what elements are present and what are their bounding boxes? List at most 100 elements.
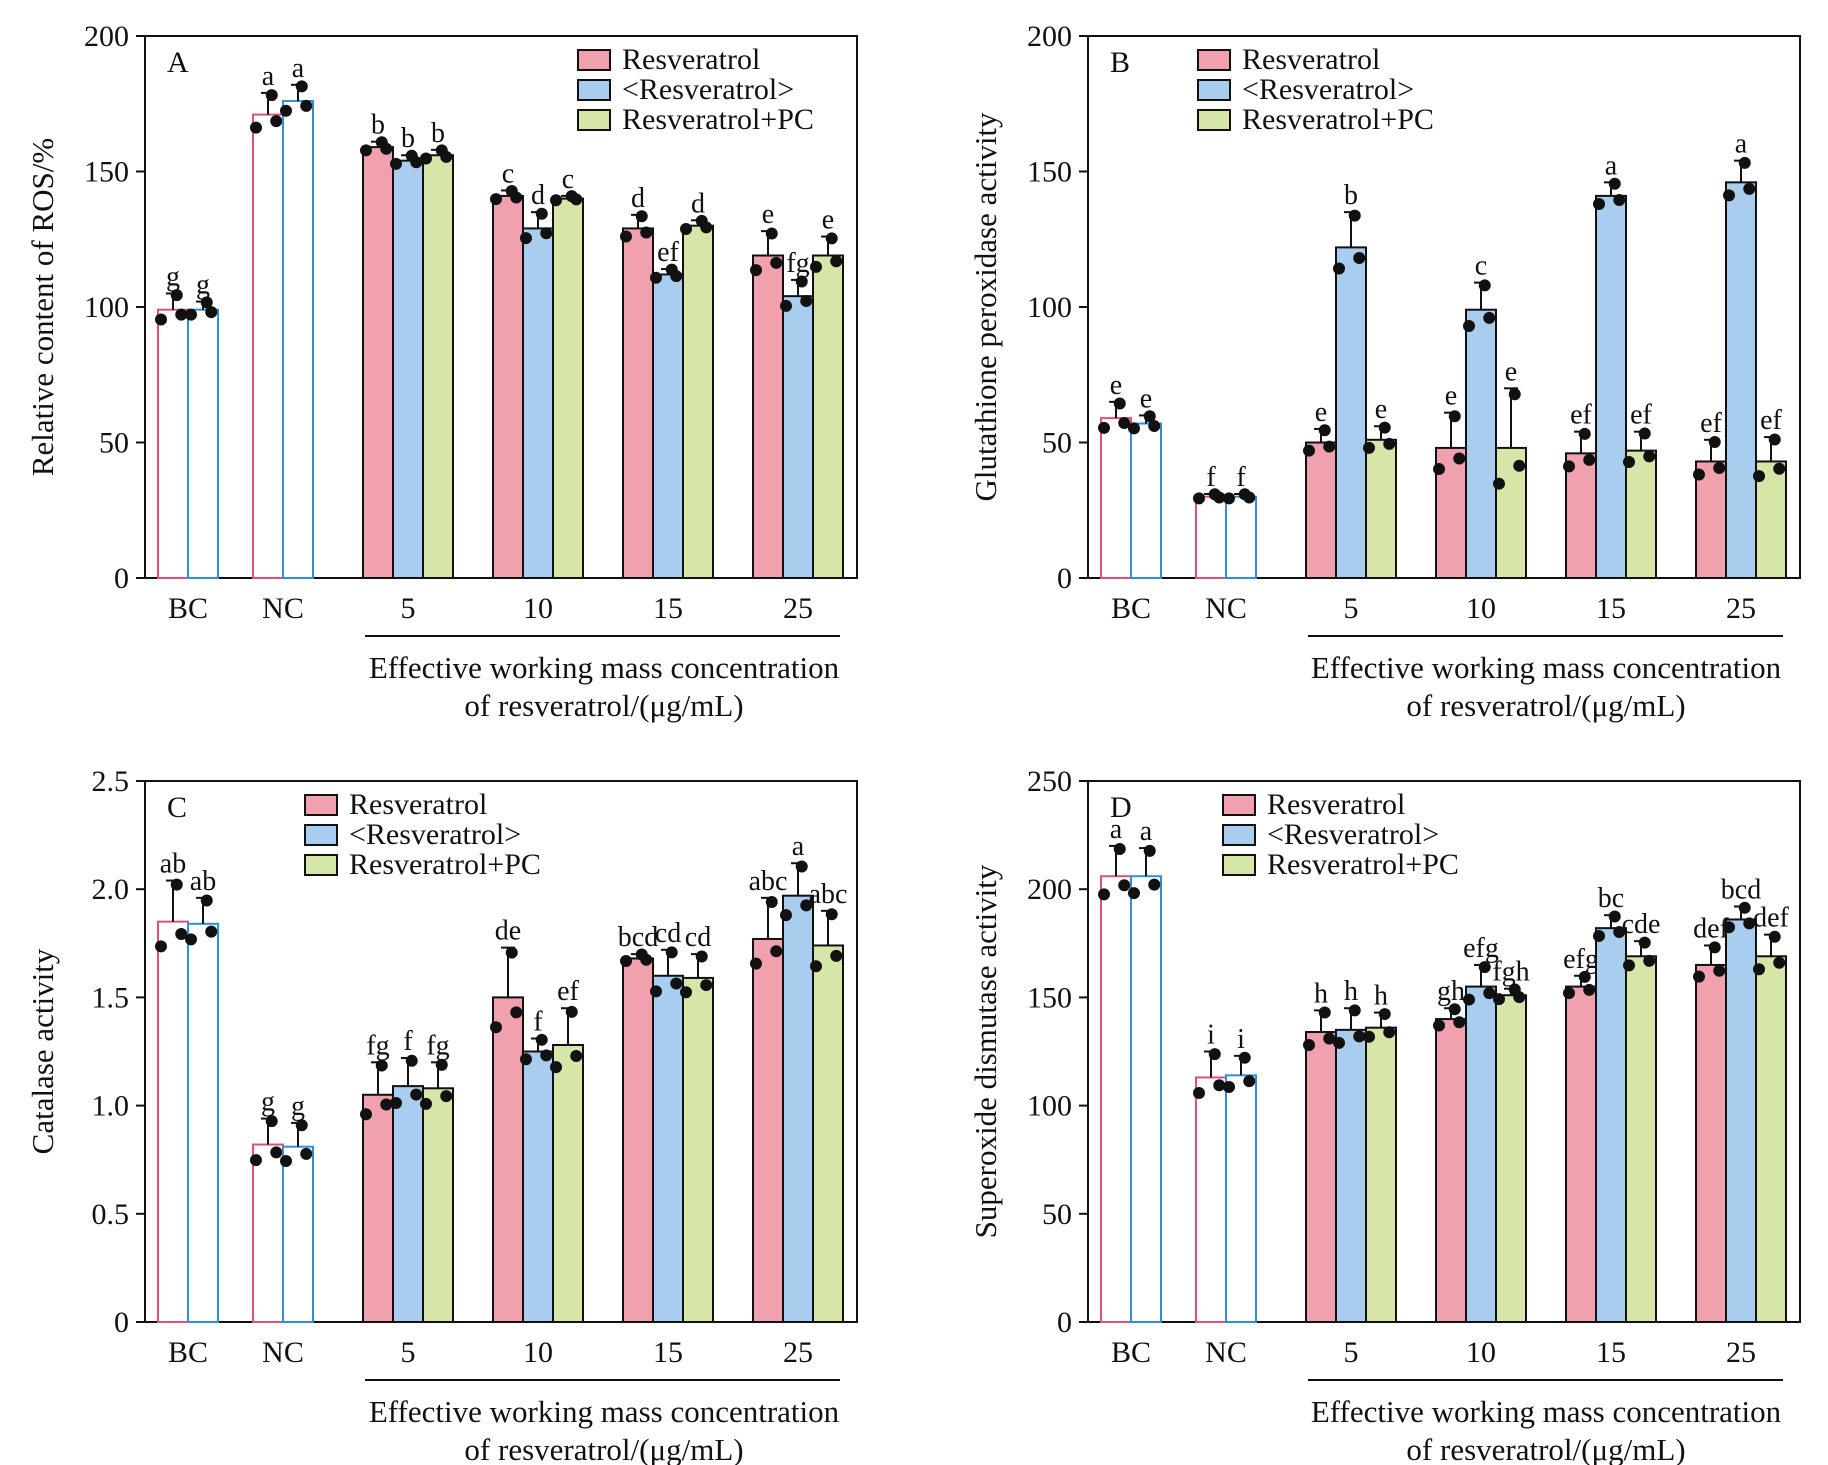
panel-letter: A — [167, 46, 189, 79]
category-label: 5 — [401, 1336, 416, 1369]
replicate-point — [1098, 421, 1110, 434]
y-tick-label: 1.0 — [92, 1090, 130, 1123]
bar — [1225, 1074, 1257, 1323]
replicate-point — [825, 232, 838, 245]
replicate-point — [490, 193, 502, 206]
legend-entry: Resveratrol+PC — [622, 103, 814, 136]
replicate-point — [770, 256, 783, 269]
replicate-point — [1483, 311, 1496, 324]
replicate-point — [300, 1147, 313, 1160]
x-axis-title-line2: of resveratrol/(μg/mL) — [1406, 1432, 1685, 1465]
significance-letter: a — [1735, 129, 1748, 160]
bar — [1225, 495, 1257, 580]
replicate-point — [540, 1049, 553, 1062]
significance-letter: de — [495, 916, 521, 947]
replicate-point — [510, 191, 523, 204]
bar — [392, 1085, 424, 1324]
legend-swatch — [1222, 824, 1256, 846]
replicate-point — [1148, 878, 1161, 891]
bar — [1495, 994, 1527, 1324]
replicate-point — [200, 894, 213, 907]
bar — [682, 976, 714, 1323]
y-axis-title: Glutathione peroxidase activity — [968, 112, 1003, 502]
category-label: 25 — [1726, 1336, 1756, 1369]
category-label: NC — [1205, 1336, 1247, 1369]
significance-letter: gh — [1437, 976, 1465, 1007]
replicate-point — [1623, 456, 1635, 469]
legend-swatch — [304, 794, 338, 816]
bar — [1305, 1031, 1337, 1324]
replicate-point — [1483, 987, 1496, 1000]
panel-B: 0 50 100 150 200 Glutathione peroxidase activ… — [968, 20, 1801, 723]
y-tick-label: 50 — [1042, 1198, 1072, 1231]
bar — [652, 974, 684, 1323]
category-label: 5 — [1344, 1336, 1359, 1369]
replicate-point — [280, 104, 292, 117]
replicate-point — [650, 985, 662, 998]
replicate-point — [1223, 492, 1235, 505]
significance-letter: f — [403, 1026, 413, 1057]
bar — [1725, 918, 1757, 1323]
significance-letter: e — [1315, 397, 1327, 428]
significance-letter: cde — [1622, 909, 1661, 940]
bar — [392, 159, 424, 579]
y-tick-label: 50 — [99, 427, 129, 460]
x-axis-title-line2: of resveratrol/(μg/mL) — [464, 1432, 743, 1465]
panel-letter: B — [1110, 46, 1130, 79]
replicate-point — [780, 299, 792, 312]
significance-letter: ef — [657, 237, 679, 268]
significance-letter: fg — [426, 1030, 449, 1061]
category-label: 10 — [523, 592, 553, 625]
significance-letter: i — [1237, 1024, 1245, 1055]
replicate-point — [170, 878, 183, 891]
significance-letter: def — [1753, 903, 1789, 934]
replicate-point — [1243, 1075, 1256, 1088]
bar — [157, 920, 189, 1323]
category-label: NC — [262, 592, 304, 625]
category-label: BC — [1111, 1336, 1151, 1369]
bar — [782, 295, 814, 579]
bar — [1335, 1028, 1367, 1323]
x-axis-title: Effective working mass concentration — [1311, 1394, 1782, 1429]
replicate-point — [1608, 177, 1621, 190]
replicate-point — [1513, 459, 1526, 472]
significance-letter: e — [1445, 381, 1457, 412]
replicate-point — [1363, 441, 1375, 454]
bar — [752, 937, 784, 1323]
replicate-point — [1243, 491, 1256, 504]
category-label: 25 — [783, 592, 813, 625]
replicate-point — [1738, 156, 1751, 169]
replicate-point — [1723, 189, 1735, 202]
replicate-point — [565, 1005, 578, 1018]
legend-swatch — [1197, 79, 1231, 101]
replicate-point — [1493, 477, 1505, 490]
replicate-point — [1768, 930, 1781, 943]
significance-letter: a — [1140, 816, 1153, 847]
significance-letter: cd — [655, 918, 681, 949]
significance-letter: abc — [809, 879, 848, 910]
significance-letter: b — [371, 110, 385, 141]
bar — [1335, 246, 1367, 579]
replicate-point — [1578, 970, 1591, 983]
significance-letter: a — [292, 53, 305, 84]
significance-letter: a — [1605, 150, 1618, 181]
replicate-point — [1303, 444, 1315, 457]
bar — [1465, 985, 1497, 1324]
replicate-point — [1493, 993, 1505, 1006]
replicate-point — [1348, 1004, 1361, 1017]
replicate-point — [1433, 463, 1445, 476]
replicate-point — [1383, 437, 1396, 450]
bar — [1465, 308, 1497, 579]
significance-letter: efg — [1563, 944, 1599, 975]
replicate-point — [1593, 198, 1605, 211]
bar — [492, 996, 524, 1324]
replicate-point — [680, 986, 692, 999]
replicate-point — [810, 960, 822, 973]
bar — [622, 957, 654, 1323]
x-axis-title: Effective working mass concentration — [1311, 650, 1782, 685]
bar — [652, 273, 684, 579]
replicate-point — [1508, 388, 1521, 401]
bar — [1305, 441, 1337, 579]
replicate-point — [1708, 435, 1721, 448]
replicate-point — [1693, 970, 1705, 983]
